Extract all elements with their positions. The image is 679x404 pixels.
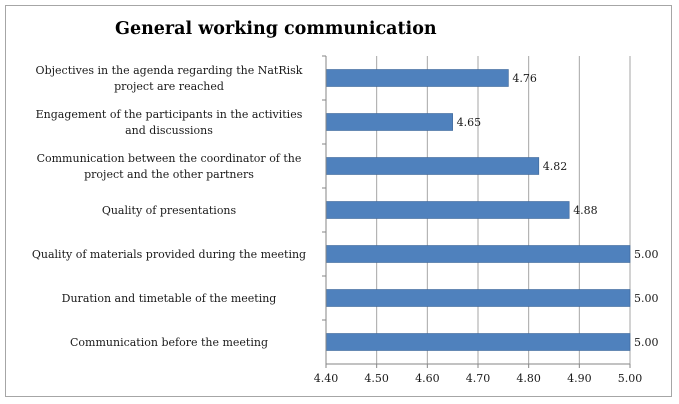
bar	[325, 69, 509, 87]
category-label: Objectives in the agenda regarding the N…	[36, 64, 303, 93]
category-label-line: project and the other partners	[84, 168, 254, 181]
bar	[325, 201, 570, 219]
x-tick-label: 4.70	[466, 372, 491, 385]
category-label-line: Quality of presentations	[102, 204, 237, 217]
data-label: 4.65	[457, 116, 482, 129]
data-label: 5.00	[634, 292, 659, 305]
labels: 4.40 4.50 4.60 4.70 4.80 4.90 5.00 Objectives i…	[32, 64, 659, 385]
category-label-line: Communication before the meeting	[70, 336, 268, 349]
x-tick-label: 5.00	[618, 372, 643, 385]
category-label: Engagement of the participants in the ac…	[36, 108, 303, 137]
bar	[325, 245, 631, 263]
bar	[325, 113, 453, 131]
x-tick-label: 4.60	[415, 372, 440, 385]
data-label: 4.76	[512, 72, 537, 85]
x-tick-label: 4.80	[516, 372, 541, 385]
category-label: Duration and timetable of the meeting	[62, 292, 277, 305]
category-label-line: Communication between the coordinator of…	[37, 152, 302, 165]
data-label: 4.82	[543, 160, 568, 173]
bar	[325, 289, 631, 307]
bar	[325, 157, 540, 175]
category-label-line: and discussions	[125, 124, 213, 137]
data-label: 5.00	[634, 248, 659, 261]
category-label: Quality of materials provided during the…	[32, 248, 306, 261]
category-label-line: Quality of materials provided during the…	[32, 248, 306, 261]
category-label: Communication before the meeting	[70, 336, 268, 349]
category-label-line: project are reached	[114, 80, 224, 93]
data-label: 5.00	[634, 336, 659, 349]
x-tick-label: 4.50	[364, 372, 389, 385]
category-label-line: Duration and timetable of the meeting	[62, 292, 277, 305]
category-label: Quality of presentations	[102, 204, 237, 217]
data-label: 4.88	[573, 204, 598, 217]
bar	[325, 333, 631, 351]
axes	[322, 55, 631, 368]
chart-title: General working communication	[115, 19, 437, 39]
category-label-line: Engagement of the participants in the ac…	[36, 108, 303, 121]
x-tick-label: 4.90	[567, 372, 592, 385]
x-tick-label: 4.40	[314, 372, 339, 385]
category-label-line: Objectives in the agenda regarding the N…	[36, 64, 303, 77]
category-label: Communication between the coordinator of…	[37, 152, 302, 181]
